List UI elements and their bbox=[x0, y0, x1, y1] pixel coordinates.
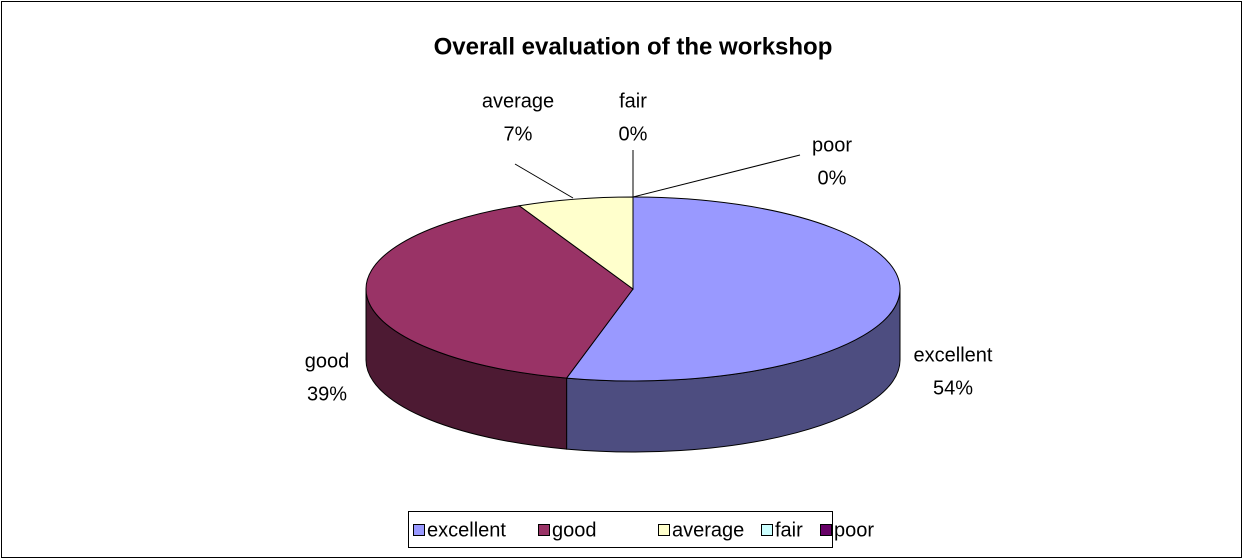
data-label-value: 54% bbox=[933, 377, 973, 399]
leader-lines bbox=[514, 150, 801, 199]
data-label-value: 7% bbox=[504, 123, 533, 145]
legend-swatch bbox=[538, 524, 550, 536]
slice bbox=[518, 196, 634, 290]
data-label-name: average bbox=[482, 90, 554, 112]
data-label-name: excellent bbox=[914, 344, 993, 366]
data-label-value: 0% bbox=[619, 123, 648, 145]
slice bbox=[565, 196, 901, 382]
chart-title: Overall evaluation of the workshop bbox=[434, 33, 833, 60]
legend-swatch bbox=[761, 524, 773, 536]
leader-line bbox=[632, 154, 801, 198]
legend-label: poor bbox=[834, 519, 874, 541]
legend-swatch bbox=[658, 524, 670, 536]
data-label-name: poor bbox=[812, 134, 852, 156]
data-label-name: good bbox=[305, 350, 350, 372]
legend-label: good bbox=[552, 519, 597, 541]
data-label-value: 39% bbox=[307, 383, 347, 405]
legend-label: fair bbox=[775, 519, 803, 541]
data-label-value: 0% bbox=[818, 167, 847, 189]
legend-swatch bbox=[820, 524, 832, 536]
legend-swatch bbox=[413, 524, 425, 536]
data-label-name: fair bbox=[619, 90, 647, 112]
legend-label: excellent bbox=[427, 519, 506, 541]
legend-label: average bbox=[672, 519, 744, 541]
leader-line bbox=[514, 163, 574, 199]
slice bbox=[365, 205, 634, 379]
